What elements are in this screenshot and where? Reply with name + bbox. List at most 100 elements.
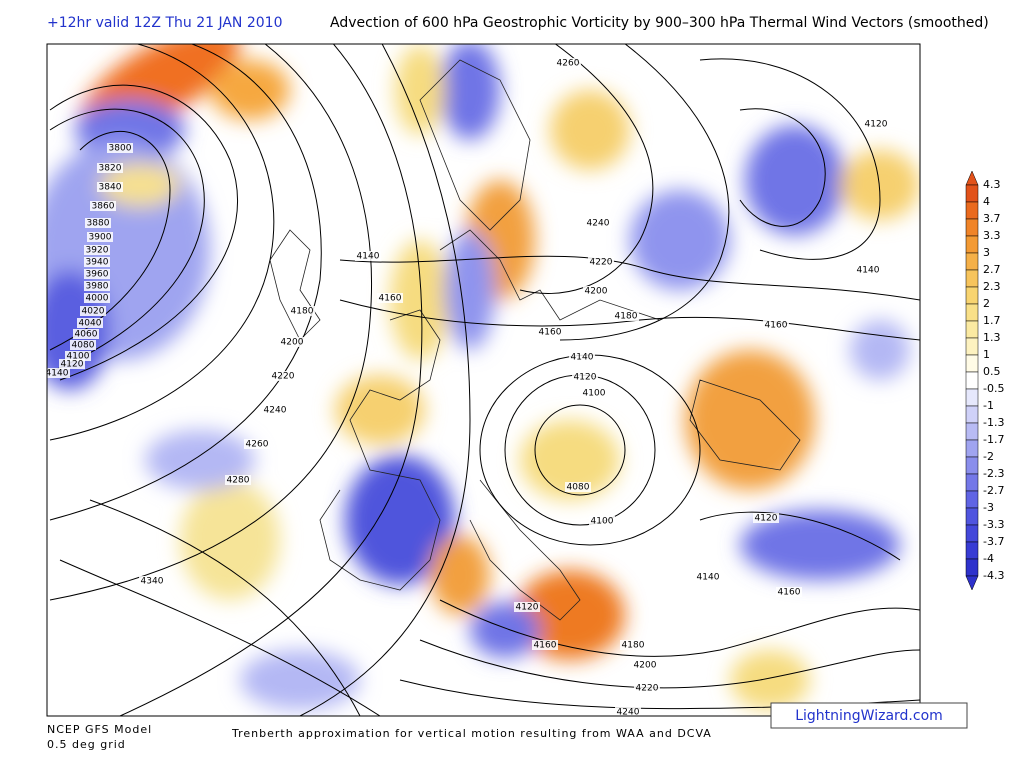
- contour-label: 4080: [567, 483, 590, 493]
- contour-label: 4140: [857, 266, 880, 276]
- contour-label-bg: [555, 58, 581, 68]
- contour-label: 4020: [82, 307, 105, 317]
- contour-label-bg: [753, 513, 779, 523]
- color-bar-label: 1.7: [983, 314, 1001, 327]
- color-bar: 4.3 4 3.7 3.3 3 2.7 2.3 2 1.7 1.3 1 0.5 -0.5 -1 -1.3 -1…: [965, 170, 1004, 591]
- contour-label-bg: [613, 311, 639, 321]
- contour-label: 3900: [89, 233, 112, 243]
- contour-label-bg: [585, 218, 611, 228]
- contour-label: 4220: [272, 372, 295, 382]
- grid-label: 0.5 deg grid: [47, 738, 126, 751]
- color-bar-cell: [965, 524, 979, 543]
- contour-label-bg: [532, 640, 558, 650]
- color-bar-label: -0.5: [983, 382, 1004, 395]
- color-bar-cell: [965, 388, 979, 407]
- contour-label-bg: [84, 257, 110, 267]
- contour-label: 4140: [571, 353, 594, 363]
- color-bar-cell: [965, 405, 979, 424]
- contour-label-bg: [270, 371, 296, 381]
- map-frame: [46, 43, 921, 717]
- color-bar-label: 2: [983, 297, 990, 310]
- contour-label: 4160: [778, 588, 801, 598]
- map-area: 3800 3820 3840 3860 3880 3900 3920 3940 3960 3980…: [46, 44, 920, 716]
- contour-label: 4120: [574, 373, 597, 383]
- contour-label: 4000: [86, 294, 109, 304]
- color-bar-label: 4.3: [983, 178, 1001, 191]
- color-bar-cell: [965, 473, 979, 492]
- color-bar-label: -4.3: [983, 569, 1004, 582]
- contour-label-bg: [632, 660, 658, 670]
- contour-label-bg: [80, 306, 106, 316]
- color-bar-label: 3.7: [983, 212, 1001, 225]
- contour-label: 4140: [357, 252, 380, 262]
- contour-label-bg: [572, 372, 598, 382]
- color-bar-label: 2.3: [983, 280, 1001, 293]
- color-bar-cell: [965, 558, 979, 577]
- color-bar-cell: [965, 422, 979, 441]
- color-bar-label: -2.7: [983, 484, 1004, 497]
- contour-label-bg: [47, 368, 70, 378]
- contour-label: 3940: [86, 258, 109, 268]
- contour-label: 4100: [67, 352, 90, 362]
- color-bar-label: -3.3: [983, 518, 1004, 531]
- contour-label: 4120: [865, 120, 888, 130]
- contour-label-bg: [70, 340, 96, 350]
- contour-label: 4220: [636, 684, 659, 694]
- color-bar-cell: [965, 252, 979, 271]
- contour-label: 4180: [622, 641, 645, 651]
- color-bar-cell: [965, 235, 979, 254]
- contour-label-bg: [514, 602, 540, 612]
- color-bar-label: -4: [983, 552, 994, 565]
- contour-label-bg: [97, 163, 123, 173]
- color-bar-label: 1: [983, 348, 990, 361]
- contour-label-bg: [85, 218, 111, 228]
- color-bar-label: -1.7: [983, 433, 1004, 446]
- contour-label-bg: [776, 587, 802, 597]
- color-bar-label: -1: [983, 399, 994, 412]
- color-bar-cell: [965, 371, 979, 390]
- contour-label: 4240: [264, 406, 287, 416]
- color-bar-cell: [965, 541, 979, 560]
- color-bar-cell: [965, 490, 979, 509]
- color-bar-label: 0.5: [983, 365, 1001, 378]
- contour-label-bg: [77, 318, 103, 328]
- color-bar-cell: [965, 303, 979, 322]
- contour-label: 4280: [227, 476, 250, 486]
- run-label: +12hr valid 12Z Thu 21 JAN 2010: [47, 15, 282, 31]
- contour-label-bg: [84, 293, 110, 303]
- color-bar-cap: [965, 575, 979, 591]
- color-bar-label: 3.3: [983, 229, 1001, 242]
- contour-label: 3960: [86, 270, 109, 280]
- contour-label: 4260: [246, 440, 269, 450]
- caption: Trenberth approximation for vertical mot…: [231, 727, 712, 740]
- contour-label: 4040: [79, 319, 102, 329]
- contour-label: 4140: [697, 573, 720, 583]
- contour-label-bg: [107, 143, 133, 153]
- contour-label-bg: [59, 359, 85, 369]
- color-bar-cell: [965, 184, 979, 203]
- contour-label: 4220: [590, 258, 613, 268]
- color-bar-cell: [965, 439, 979, 458]
- contour-label-bg: [84, 245, 110, 255]
- contour-label-bg: [589, 516, 615, 526]
- color-bar-cell: [965, 337, 979, 356]
- color-bar-cell: [965, 456, 979, 475]
- brand-box: [770, 702, 968, 729]
- contour-label: 4180: [291, 307, 314, 317]
- contour-label-bg: [87, 232, 113, 242]
- color-bar-cell: [965, 507, 979, 526]
- contour-label: 4260: [557, 59, 580, 69]
- contour-label: 4200: [634, 661, 657, 671]
- contour-label: 3800: [109, 144, 132, 154]
- contour-label-bg: [139, 576, 165, 586]
- contour-label-bg: [279, 337, 305, 347]
- contour-label: 4080: [72, 341, 95, 351]
- contour-label-bg: [225, 475, 251, 485]
- contour-label: 4140: [46, 369, 69, 379]
- contour-label: 4060: [75, 330, 98, 340]
- contour-label: 4100: [591, 517, 614, 527]
- contour-label: 4160: [534, 641, 557, 651]
- color-bar-cell: [965, 218, 979, 237]
